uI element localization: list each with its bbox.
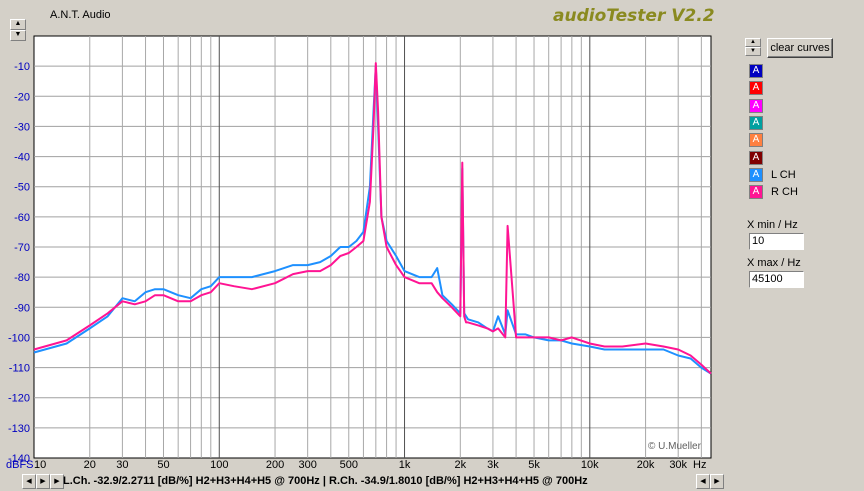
curve-toggle-1[interactable]: A — [749, 64, 763, 78]
curve-toggle-4[interactable]: A — [749, 115, 763, 130]
y-tick-label: -80 — [14, 272, 30, 284]
y-tick-label: -140 — [8, 453, 30, 465]
xmin-input[interactable]: 10 — [749, 233, 804, 250]
x-tick-label: 10k — [581, 459, 599, 471]
x-tick-label: 500 — [340, 459, 358, 471]
y-tick-label: -130 — [8, 423, 30, 435]
y-axis-ticks: -10 -20 -30 -40 -50 -60 -70 -80 -90 -100 -110 -120 -… — [8, 61, 30, 465]
spin-up-icon[interactable]: ▲ — [745, 38, 761, 47]
x-tick-label: 20 — [84, 459, 96, 471]
scroll-end-icon[interactable]: ▶ — [50, 474, 64, 489]
xmax-input[interactable]: 45100 — [749, 271, 804, 288]
y-tick-label: -110 — [9, 363, 30, 375]
scroll-right-icon[interactable]: ▶ — [36, 474, 50, 489]
series-line-l-ch — [33, 65, 712, 375]
x-tick-label: 20k — [637, 459, 655, 471]
x-tick-label: 300 — [298, 459, 316, 471]
status-text: L.Ch. -32.9/2.2711 [dB/%] H2+H3+H4+H5 @ … — [63, 475, 588, 487]
scroll-left-icon[interactable]: ◀ — [22, 474, 36, 489]
curve-toggle-7[interactable]: A — [749, 167, 763, 182]
y-tick-label: -30 — [14, 121, 30, 133]
y-scroll-up-button[interactable]: ▲ — [10, 19, 26, 30]
copyright-annotation: © U.Mueller — [648, 441, 702, 452]
x-tick-label: 5k — [528, 459, 540, 471]
status-right-icon[interactable]: ▶ — [710, 474, 724, 489]
chart-grid — [34, 36, 711, 458]
curve-toggle-5[interactable]: A — [749, 133, 763, 148]
x-tick-label: 2k — [454, 459, 466, 471]
curve-toggle-3[interactable]: A — [749, 98, 763, 113]
y-tick-label: -120 — [8, 393, 30, 405]
curve-toggle-8[interactable]: A — [749, 185, 763, 200]
curve-toggle-6[interactable]: A — [749, 150, 763, 165]
y-tick-label: -100 — [8, 332, 30, 344]
spin-down-icon[interactable]: ▼ — [745, 47, 761, 56]
x-axis-ticks: 10 20 30 50 100 200 300 500 1k 2k 3k 5k 10k 20k 30k — [34, 459, 688, 471]
x-tick-label: 10 — [34, 459, 46, 471]
xmax-label: X max / Hz — [747, 257, 801, 269]
y-tick-label: -40 — [14, 152, 30, 164]
series-line-r-ch — [33, 62, 712, 375]
x-tick-label: 30k — [669, 459, 687, 471]
x-tick-label: 50 — [157, 459, 169, 471]
curve-toggle-2[interactable]: A — [749, 81, 763, 96]
x-tick-label: 200 — [266, 459, 284, 471]
app-title: audioTester V2.2 — [553, 6, 715, 26]
y-tick-label: -70 — [14, 242, 30, 254]
y-tick-label: -50 — [14, 182, 30, 194]
status-bar: ◀ ▶ ▶ L.Ch. -32.9/2.2711 [dB/%] H2+H3+H4… — [0, 473, 864, 491]
y-tick-label: -20 — [14, 91, 30, 103]
x-tick-label: 30 — [116, 459, 128, 471]
y-tick-label: -60 — [14, 212, 30, 224]
y-tick-label: -10 — [14, 61, 30, 73]
app-name: A.N.T. Audio — [50, 9, 111, 21]
curve-label-8: R CH — [771, 186, 798, 199]
x-axis-unit: Hz — [693, 459, 706, 471]
x-tick-label: 100 — [210, 459, 228, 471]
curve-label-7: L CH — [771, 168, 796, 181]
status-left-icon[interactable]: ◀ — [696, 474, 710, 489]
clear-spinner[interactable]: ▲ ▼ — [745, 38, 761, 56]
chart-series — [33, 62, 712, 375]
xmin-label: X min / Hz — [747, 219, 798, 231]
y-axis-label: dBFS — [6, 459, 34, 471]
y-tick-label: -90 — [14, 302, 30, 314]
x-tick-label: 1k — [399, 459, 411, 471]
clear-curves-button[interactable]: clear curves — [767, 38, 833, 58]
x-tick-label: 3k — [487, 459, 499, 471]
y-scroll-down-button[interactable]: ▼ — [10, 30, 26, 41]
